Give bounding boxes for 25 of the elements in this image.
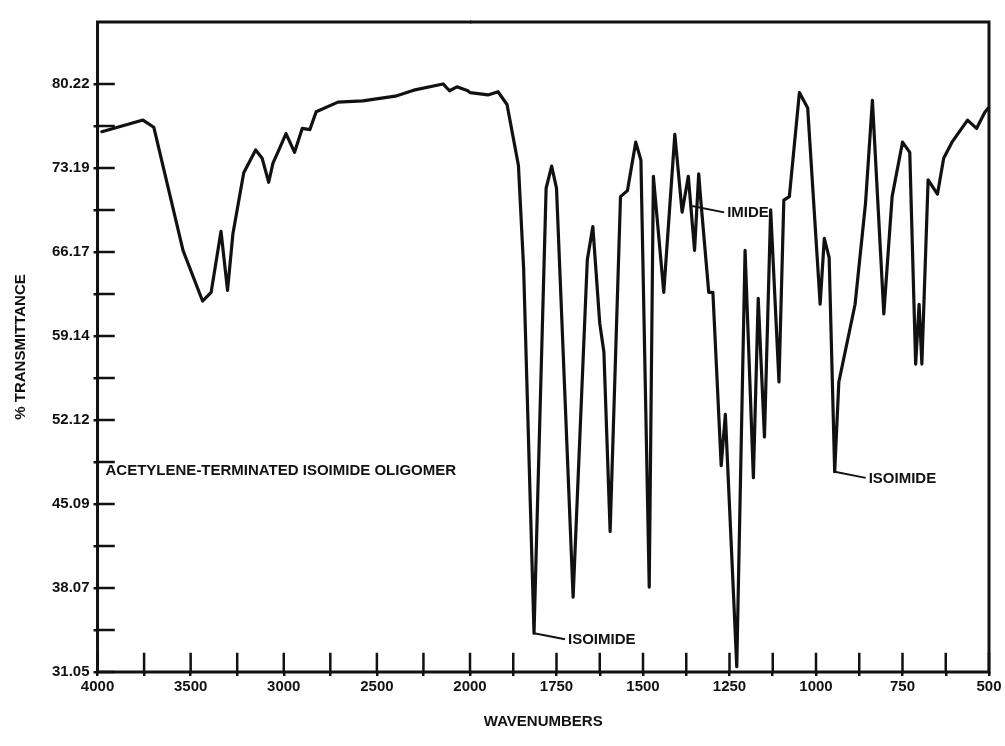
x-tick-label: 1500 [626,677,660,695]
y-tick-label: 66.17 [51,242,90,260]
x-tick-label: 4000 [80,677,115,695]
annotation: ISOIMIDE [568,630,636,648]
x-tick-label: 1750 [539,677,574,695]
x-tick-label: 2000 [453,677,487,695]
annotation: ISOIMIDE [868,468,937,486]
x-tick-label: 500 [976,677,1002,695]
x-tick-label: 3500 [173,677,208,695]
x-tick-label: 1250 [712,677,747,695]
y-tick-label: 45.09 [51,494,90,512]
y-tick-label: 38.07 [51,578,90,596]
x-tick-label: 1000 [799,677,833,695]
y-tick-label: 73.19 [51,158,90,176]
annotation: IMIDE [727,203,769,221]
x-tick-label: 2500 [360,677,394,695]
x-tick-label: 750 [889,677,916,695]
y-tick-label: 59.14 [51,326,91,344]
x-tick-label: 3000 [267,677,301,695]
annotation: ACETYLENE-TERMINATED ISOIMIDE OLIGOMER [105,460,457,478]
y-tick-label: 31.05 [51,662,90,680]
y-tick-label: 52.12 [51,410,90,428]
y-tick-label: 80.22 [51,74,90,92]
x-axis-title: WAVENUMBERS [483,712,603,730]
y-axis-title: % TRANSMITTANCE [11,274,29,420]
